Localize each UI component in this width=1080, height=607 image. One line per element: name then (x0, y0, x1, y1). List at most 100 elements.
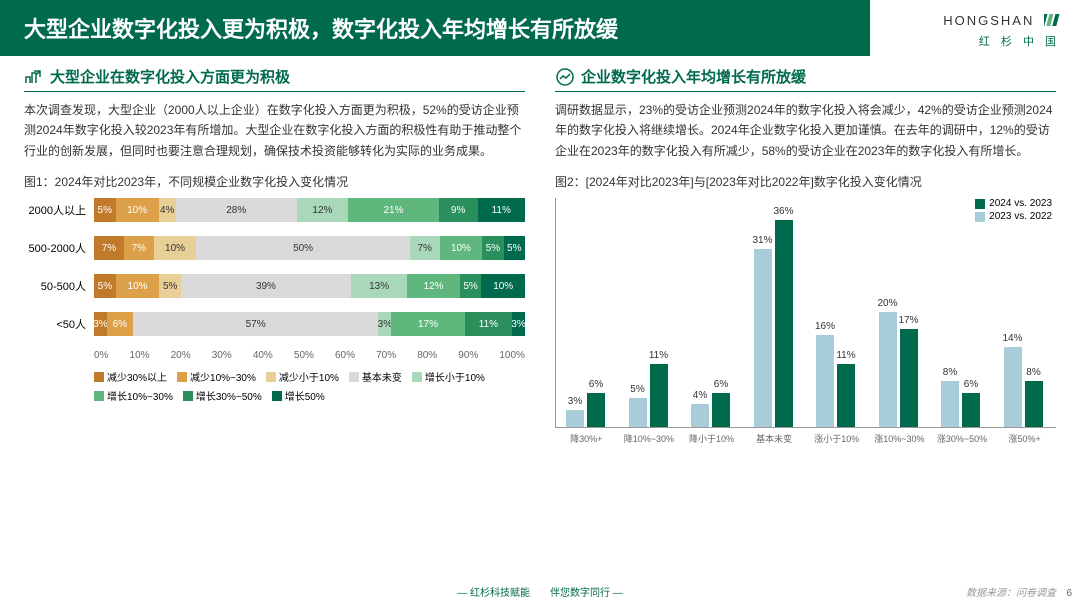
xaxis-label: 涨30%~50% (931, 432, 994, 445)
bar-segment: 28% (176, 198, 297, 222)
bar-group: 3%6% (566, 393, 605, 428)
footer-center: — 红杉科技赋能 伴您数字同行 — (0, 584, 1080, 599)
bar-group: 8%6% (941, 381, 980, 427)
xaxis-label: 涨小于10% (806, 432, 869, 445)
bar-segment: 3% (94, 312, 107, 336)
xaxis-label: 降小于10% (680, 432, 743, 445)
stacked-bar: 3%6%57%3%17%11%3% (94, 312, 525, 336)
bar-value-label: 8% (943, 367, 957, 378)
stacked-row: 500-2000人7%7%10%50%7%10%5%5% (24, 236, 525, 260)
grouped-bar: 16% (816, 335, 834, 427)
bar-segment: 57% (133, 312, 379, 336)
chart2-legend: 2024 vs. 20232023 vs. 2022 (975, 198, 1052, 224)
page-number: 6 (1066, 588, 1072, 599)
chart1-legend: 减少30%以上减少10%~30% 减少小于10% 基本未变增长小于10% 增长10%~… (94, 369, 525, 403)
page-header: 大型企业数字化投入更为积极，数字化投入年均增长有所放缓 (0, 0, 870, 56)
left-section-title: 大型企业在数字化投入方面更为积极 (24, 66, 525, 92)
xaxis-label: 涨50%+ (993, 432, 1056, 445)
brand-logo: HONGSHAN 红 杉 中 国 (943, 12, 1060, 49)
grouped-bar: 17% (900, 329, 918, 427)
bar-group: 20%17% (879, 312, 918, 427)
bar-segment: 6% (107, 312, 133, 336)
bar-segment: 39% (181, 274, 351, 298)
grouped-bar: 31% (754, 249, 772, 427)
grouped-bar: 11% (650, 364, 668, 427)
stacked-row: <50人3%6%57%3%17%11%3% (24, 312, 525, 336)
xaxis-label: 降30%+ (555, 432, 618, 445)
grouped-bar: 4% (691, 404, 709, 427)
legend-item: 减少30%以上 (94, 369, 167, 384)
bar-value-label: 11% (649, 350, 668, 361)
page-title: 大型企业数字化投入更为积极，数字化投入年均增长有所放缓 (24, 17, 618, 42)
legend-item: 减少小于10% (266, 369, 339, 384)
chart1-xaxis: 0%10%20%30%40%50%60%70%80%90%100% (94, 350, 525, 361)
grouped-bar: 6% (962, 393, 980, 428)
bar-value-label: 3% (568, 396, 582, 407)
bar-value-label: 11% (836, 350, 855, 361)
xaxis-label: 基本未变 (743, 432, 806, 445)
bar-segment: 7% (124, 236, 154, 260)
bar-segment: 5% (460, 274, 482, 298)
grouped-bar: 8% (941, 381, 959, 427)
bar-group: 16%11% (816, 335, 855, 427)
bar-segment: 5% (504, 236, 525, 260)
row-label: 50-500人 (24, 278, 94, 294)
bar-segment: 50% (196, 236, 409, 260)
grouped-bar: 5% (629, 398, 647, 427)
stacked-bar: 5%10%4%28%12%21%9%11% (94, 198, 525, 222)
legend-item: 基本未变 (349, 369, 402, 384)
bar-value-label: 8% (1026, 367, 1040, 378)
bar-value-label: 4% (693, 390, 707, 401)
bar-segment: 12% (297, 198, 349, 222)
stacked-bar: 5%10%5%39%13%12%5%10% (94, 274, 525, 298)
xaxis-label: 涨10%~30% (868, 432, 931, 445)
bar-segment: 10% (116, 274, 160, 298)
bar-value-label: 6% (964, 379, 978, 390)
legend-item: 增长10%~30% (94, 388, 173, 403)
bar-segment: 11% (478, 198, 525, 222)
grouped-bar-chart: 3%6%5%11%4%6%31%36%16%11%20%17%8%6%14%8% (555, 198, 1056, 428)
right-column: 企业数字化投入年均增长有所放缓 调研数据显示，23%的受访企业预测2024年的数… (555, 66, 1056, 445)
footer-source: 数据来源：问卷调查 (966, 584, 1056, 599)
legend-item: 增长30%~50% (183, 388, 262, 403)
legend-item: 增长小于10% (412, 369, 485, 384)
left-column: 大型企业在数字化投入方面更为积极 本次调查发现，大型企业（2000人以上企业）在… (24, 66, 525, 445)
chart2-title: 图2：[2024年对比2023年]与[2023年对比2022年]数字化投入变化情… (555, 173, 1056, 190)
row-label: 500-2000人 (24, 240, 94, 256)
bar-segment: 7% (94, 236, 124, 260)
xaxis-label: 降10%~30% (618, 432, 681, 445)
bar-segment: 5% (94, 198, 116, 222)
stacked-bar-chart: 2000人以上5%10%4%28%12%21%9%11%500-2000人7%7… (24, 198, 525, 403)
right-body-text: 调研数据显示，23%的受访企业预测2024年的数字化投入将会减少，42%的受访企… (555, 100, 1056, 161)
bar-segment: 11% (465, 312, 512, 336)
bar-value-label: 16% (815, 321, 835, 332)
bar-segment: 10% (481, 274, 525, 298)
bar-value-label: 6% (589, 379, 603, 390)
bar-segment: 3% (512, 312, 525, 336)
trend-icon (555, 67, 575, 87)
bar-value-label: 17% (898, 315, 918, 326)
grouped-bar: 14% (1004, 347, 1022, 428)
stacked-row: 2000人以上5%10%4%28%12%21%9%11% (24, 198, 525, 222)
bar-value-label: 6% (714, 379, 728, 390)
bar-segment: 5% (482, 236, 503, 260)
bar-value-label: 14% (1002, 333, 1022, 344)
bar-segment: 10% (116, 198, 159, 222)
legend-item: 减少10%~30% (177, 369, 256, 384)
left-body-text: 本次调查发现，大型企业（2000人以上企业）在数字化投入方面更为积极，52%的受… (24, 100, 525, 161)
bar-segment: 13% (351, 274, 408, 298)
bar-group: 14%8% (1004, 347, 1043, 428)
bar-segment: 7% (410, 236, 440, 260)
logo-stripe-icon (1044, 12, 1060, 31)
bar-group: 5%11% (629, 364, 668, 427)
bar-group: 31%36% (754, 220, 793, 427)
grouped-bar: 20% (879, 312, 897, 427)
bar-segment: 9% (439, 198, 478, 222)
bar-segment: 5% (159, 274, 181, 298)
grouped-bar: 3% (566, 410, 584, 427)
bar-value-label: 5% (630, 384, 644, 395)
bar-segment: 10% (440, 236, 483, 260)
bar-segment: 12% (407, 274, 459, 298)
grouped-bar: 8% (1025, 381, 1043, 427)
bar-value-label: 31% (752, 235, 772, 246)
